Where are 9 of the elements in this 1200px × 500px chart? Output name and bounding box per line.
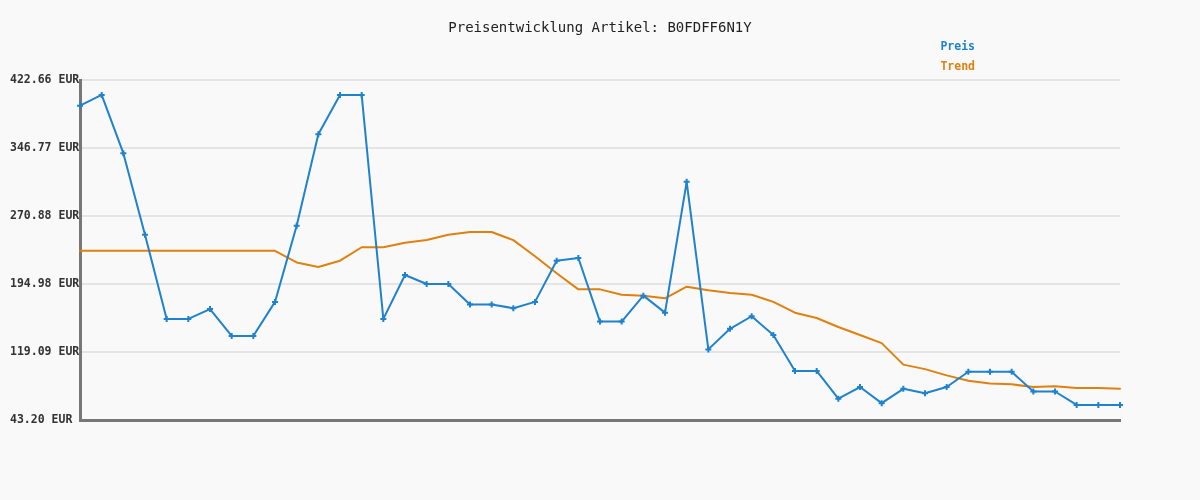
y-tick-label: 119.09 EUR xyxy=(10,343,80,358)
y-tick-label: 270.88 EUR xyxy=(10,207,80,222)
y-tick-label: 43.20 EUR xyxy=(10,411,73,426)
y-tick-label: 346.77 EUR xyxy=(10,139,80,154)
chart-title: Preisentwicklung Artikel: B0FDFF6N1Y xyxy=(448,18,753,35)
y-tick-label: 194.98 EUR xyxy=(10,275,80,290)
text: Preis xyxy=(940,38,975,53)
text: Trend xyxy=(940,58,976,73)
y-tick-label: 422.66 EUR xyxy=(10,71,80,86)
